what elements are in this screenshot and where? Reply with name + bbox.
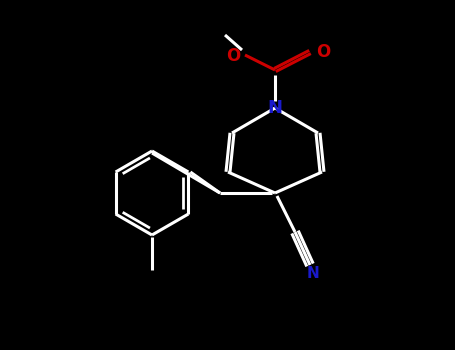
Text: N: N <box>307 266 319 280</box>
Text: O: O <box>226 47 240 65</box>
Text: O: O <box>316 43 330 61</box>
Text: N: N <box>268 99 283 117</box>
